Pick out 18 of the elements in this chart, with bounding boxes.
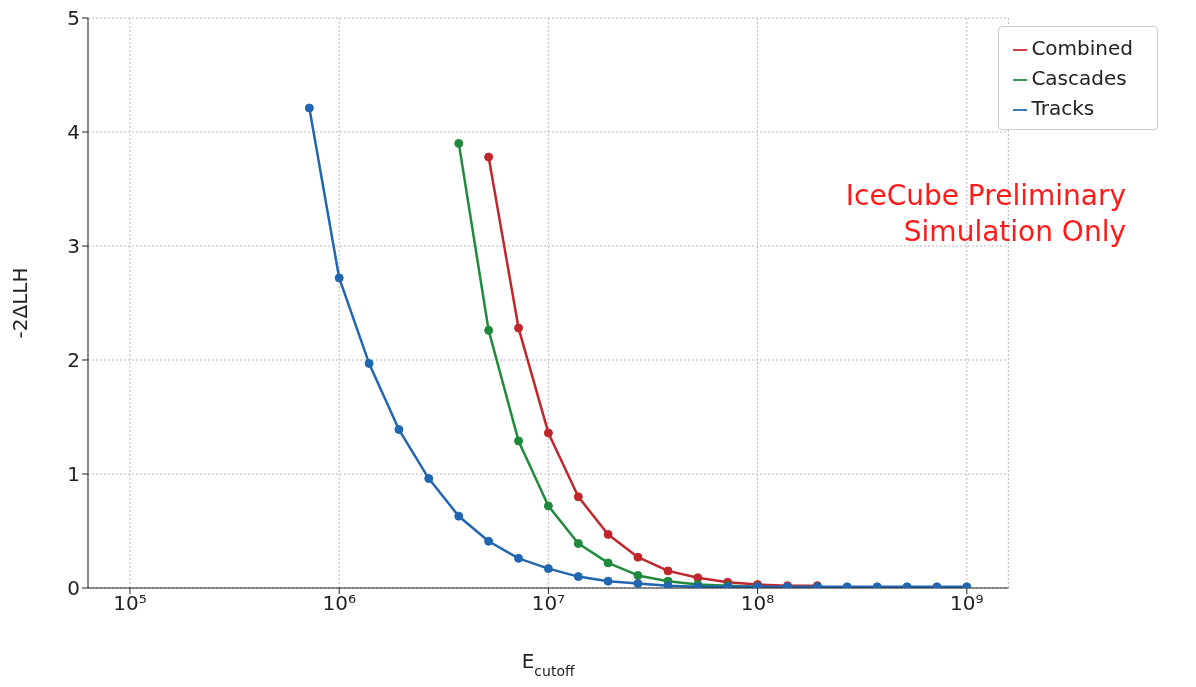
y-tick-label: 3 <box>67 234 80 259</box>
y-tick-label: 5 <box>67 6 80 31</box>
legend-label: Cascades <box>1031 66 1127 90</box>
x-tick-label: 10⁸ <box>740 591 775 616</box>
x-tick-label: 10⁷ <box>531 591 566 616</box>
annotation: Simulation Only <box>902 214 1126 250</box>
annotation: IceCube Preliminary <box>845 178 1126 214</box>
y-tick-label: 4 <box>67 120 80 145</box>
y-tick-label: 0 <box>67 576 80 601</box>
x-tick-label: 10⁹ <box>950 591 984 616</box>
y-tick-label: 1 <box>67 462 80 487</box>
y-axis-title: -2ΔLLH <box>8 267 33 339</box>
x-axis-title: E$_{cutoff}$ <box>521 649 575 679</box>
legend-label: Tracks <box>1031 96 1095 120</box>
y-tick-label: 2 <box>67 348 80 373</box>
legend-label: Combined <box>1031 36 1133 60</box>
x-tick-label: 10⁵ <box>113 591 147 616</box>
x-tick-label: 10⁶ <box>322 591 356 616</box>
